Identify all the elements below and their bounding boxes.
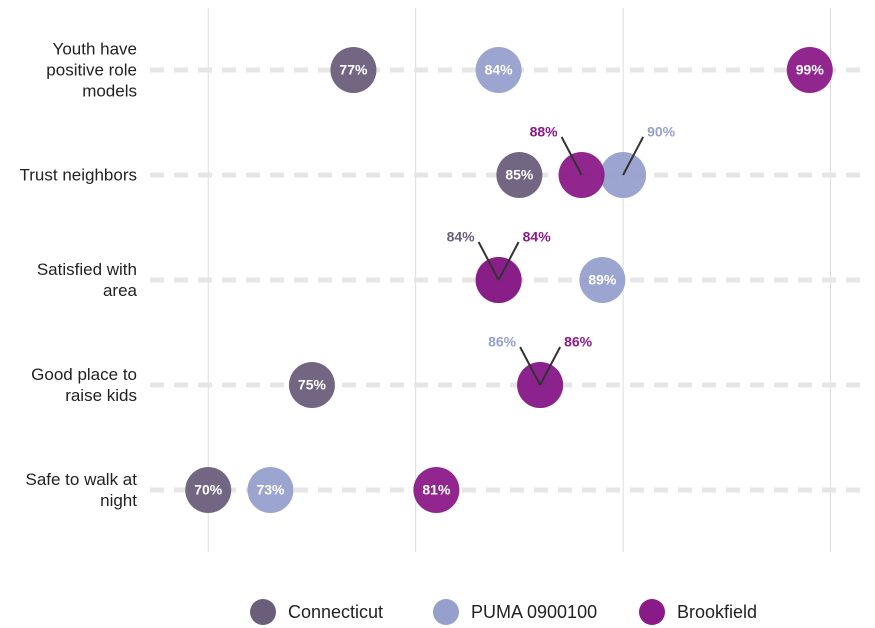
- leader-line: [497, 241, 520, 281]
- value-label: 86%: [488, 334, 517, 350]
- dot: [496, 152, 543, 198]
- category-label: Youth have positive role models: [46, 39, 137, 101]
- dot: [330, 47, 377, 93]
- legend-label: PUMA 0900100: [471, 602, 597, 622]
- value-label: 99%: [796, 62, 825, 78]
- value-label: 86%: [564, 334, 593, 350]
- leader-line: [560, 136, 583, 176]
- dot: [786, 47, 833, 93]
- value-label: 85%: [505, 167, 534, 183]
- legend-swatch: [433, 599, 459, 625]
- leader-line: [477, 241, 500, 281]
- dot: [413, 467, 460, 513]
- value-label: 70%: [194, 482, 223, 498]
- legend-label: Brookfield: [677, 602, 757, 622]
- leader-line: [539, 346, 561, 386]
- dot: [247, 467, 294, 513]
- legend-swatch: [639, 599, 665, 625]
- legend-swatch: [250, 599, 276, 625]
- category-label: Trust neighbors: [19, 165, 137, 185]
- category-label: Good place to raise kids: [31, 365, 137, 405]
- value-label: 73%: [256, 482, 285, 498]
- dot: [579, 257, 626, 303]
- dot: [185, 467, 232, 513]
- leader-line: [622, 136, 644, 176]
- value-label: 90%: [647, 124, 676, 140]
- value-label: 88%: [530, 124, 559, 140]
- value-label: 89%: [588, 272, 617, 288]
- dot: [288, 362, 335, 408]
- category-label: Satisfied with area: [36, 260, 137, 300]
- category-label: Safe to walk at night: [25, 470, 137, 510]
- value-label: 84%: [447, 229, 476, 245]
- legend-label: Connecticut: [288, 602, 383, 622]
- value-label: 75%: [298, 377, 327, 393]
- value-label: 77%: [339, 62, 368, 78]
- dot: [475, 47, 522, 93]
- value-label: 84%: [523, 229, 552, 245]
- leader-line: [519, 346, 541, 386]
- value-label: 81%: [422, 482, 451, 498]
- value-label: 84%: [485, 62, 514, 78]
